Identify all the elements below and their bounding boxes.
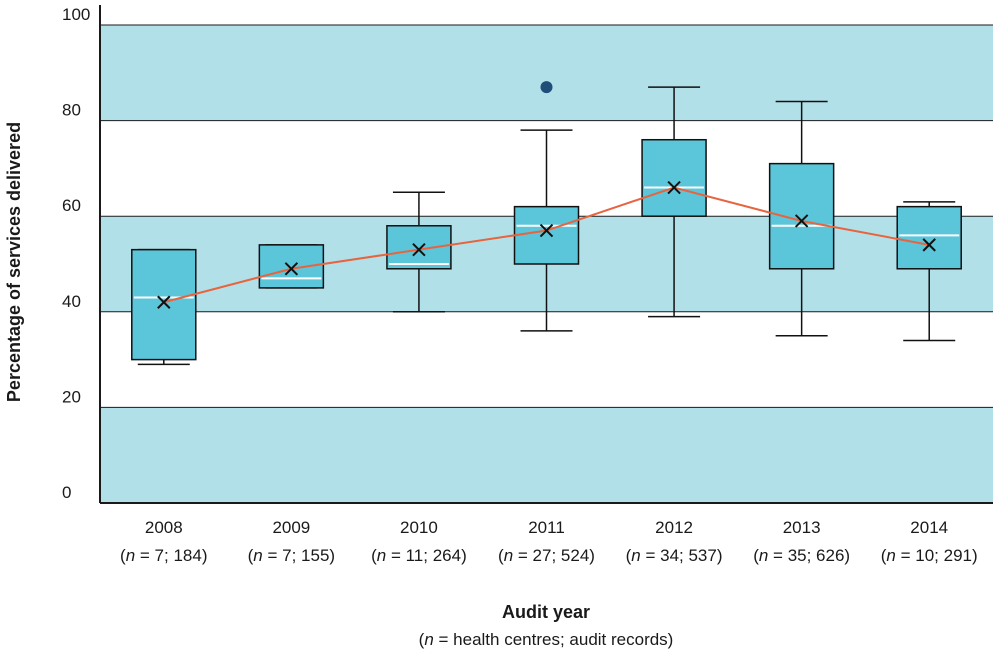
axes	[99, 5, 993, 504]
iqr-box	[896, 205, 962, 270]
category-year-label: 2009	[272, 518, 310, 537]
iqr-box	[131, 248, 197, 361]
category-n-label: (n = 35; 626)	[753, 546, 850, 565]
box-2014	[896, 201, 962, 342]
box-2012	[641, 86, 707, 318]
grid-lines	[100, 24, 993, 408]
mean-marker-2010	[412, 242, 426, 257]
iqr-box	[513, 205, 580, 265]
mean-x-stroke	[284, 262, 299, 276]
category-n-label: (n = 7; 155)	[248, 546, 335, 565]
mean-x-stroke	[667, 180, 681, 195]
category-n-label: (n = 34; 537)	[626, 546, 723, 565]
box-2008	[131, 248, 197, 366]
mean-x-stroke	[922, 238, 936, 252]
category-n-label: (n = 7; 184)	[120, 546, 207, 565]
x-axis-subtitle: (n = health centres; audit records)	[419, 630, 674, 649]
boxes	[131, 81, 962, 366]
category-n-label: (n = 27; 524)	[498, 546, 595, 565]
y-tick-label: 40	[62, 292, 81, 311]
mean-marker-2008	[157, 295, 171, 309]
mean-x-stroke	[539, 223, 554, 238]
category-n-label: (n = 10; 291)	[881, 546, 978, 565]
mean-marker-2014	[922, 238, 936, 252]
category-year-label: 2014	[910, 518, 948, 537]
box-2011	[513, 81, 580, 332]
x-axis-title: Audit year	[502, 602, 590, 622]
y-tick-label: 80	[62, 101, 81, 120]
y-tick-label: 0	[62, 483, 71, 502]
mean-marker-2011	[539, 223, 554, 238]
background-band-2	[100, 25, 993, 121]
y-tick-label: 100	[62, 5, 90, 24]
background-band-0	[100, 407, 993, 503]
y-tick-label: 60	[62, 196, 81, 215]
iqr-box	[768, 162, 835, 270]
y-tick-label: 20	[62, 387, 81, 406]
mean-marker-2009	[284, 262, 299, 276]
iqr-box	[641, 138, 707, 217]
mean-series	[157, 180, 936, 309]
category-n-label: (n = 11; 264)	[371, 546, 467, 565]
category-year-label: 2011	[528, 518, 565, 537]
mean-x-stroke	[157, 295, 171, 309]
category-year-label: 2010	[400, 518, 438, 537]
mean-x-stroke	[412, 242, 426, 257]
category-year-label: 2008	[145, 518, 183, 537]
outlier-point	[540, 81, 553, 94]
mean-marker-2012	[667, 180, 681, 195]
y-axis-title: Percentage of services delivered	[4, 122, 24, 402]
mean-x-stroke	[794, 214, 809, 228]
category-year-label: 2013	[783, 518, 821, 537]
labels: 2008 (n = 7; 184) 2009 (n = 7; 155) 2010 (n =…	[62, 5, 978, 565]
category-year-label: 2012	[655, 518, 693, 537]
mean-marker-2013	[794, 214, 809, 228]
